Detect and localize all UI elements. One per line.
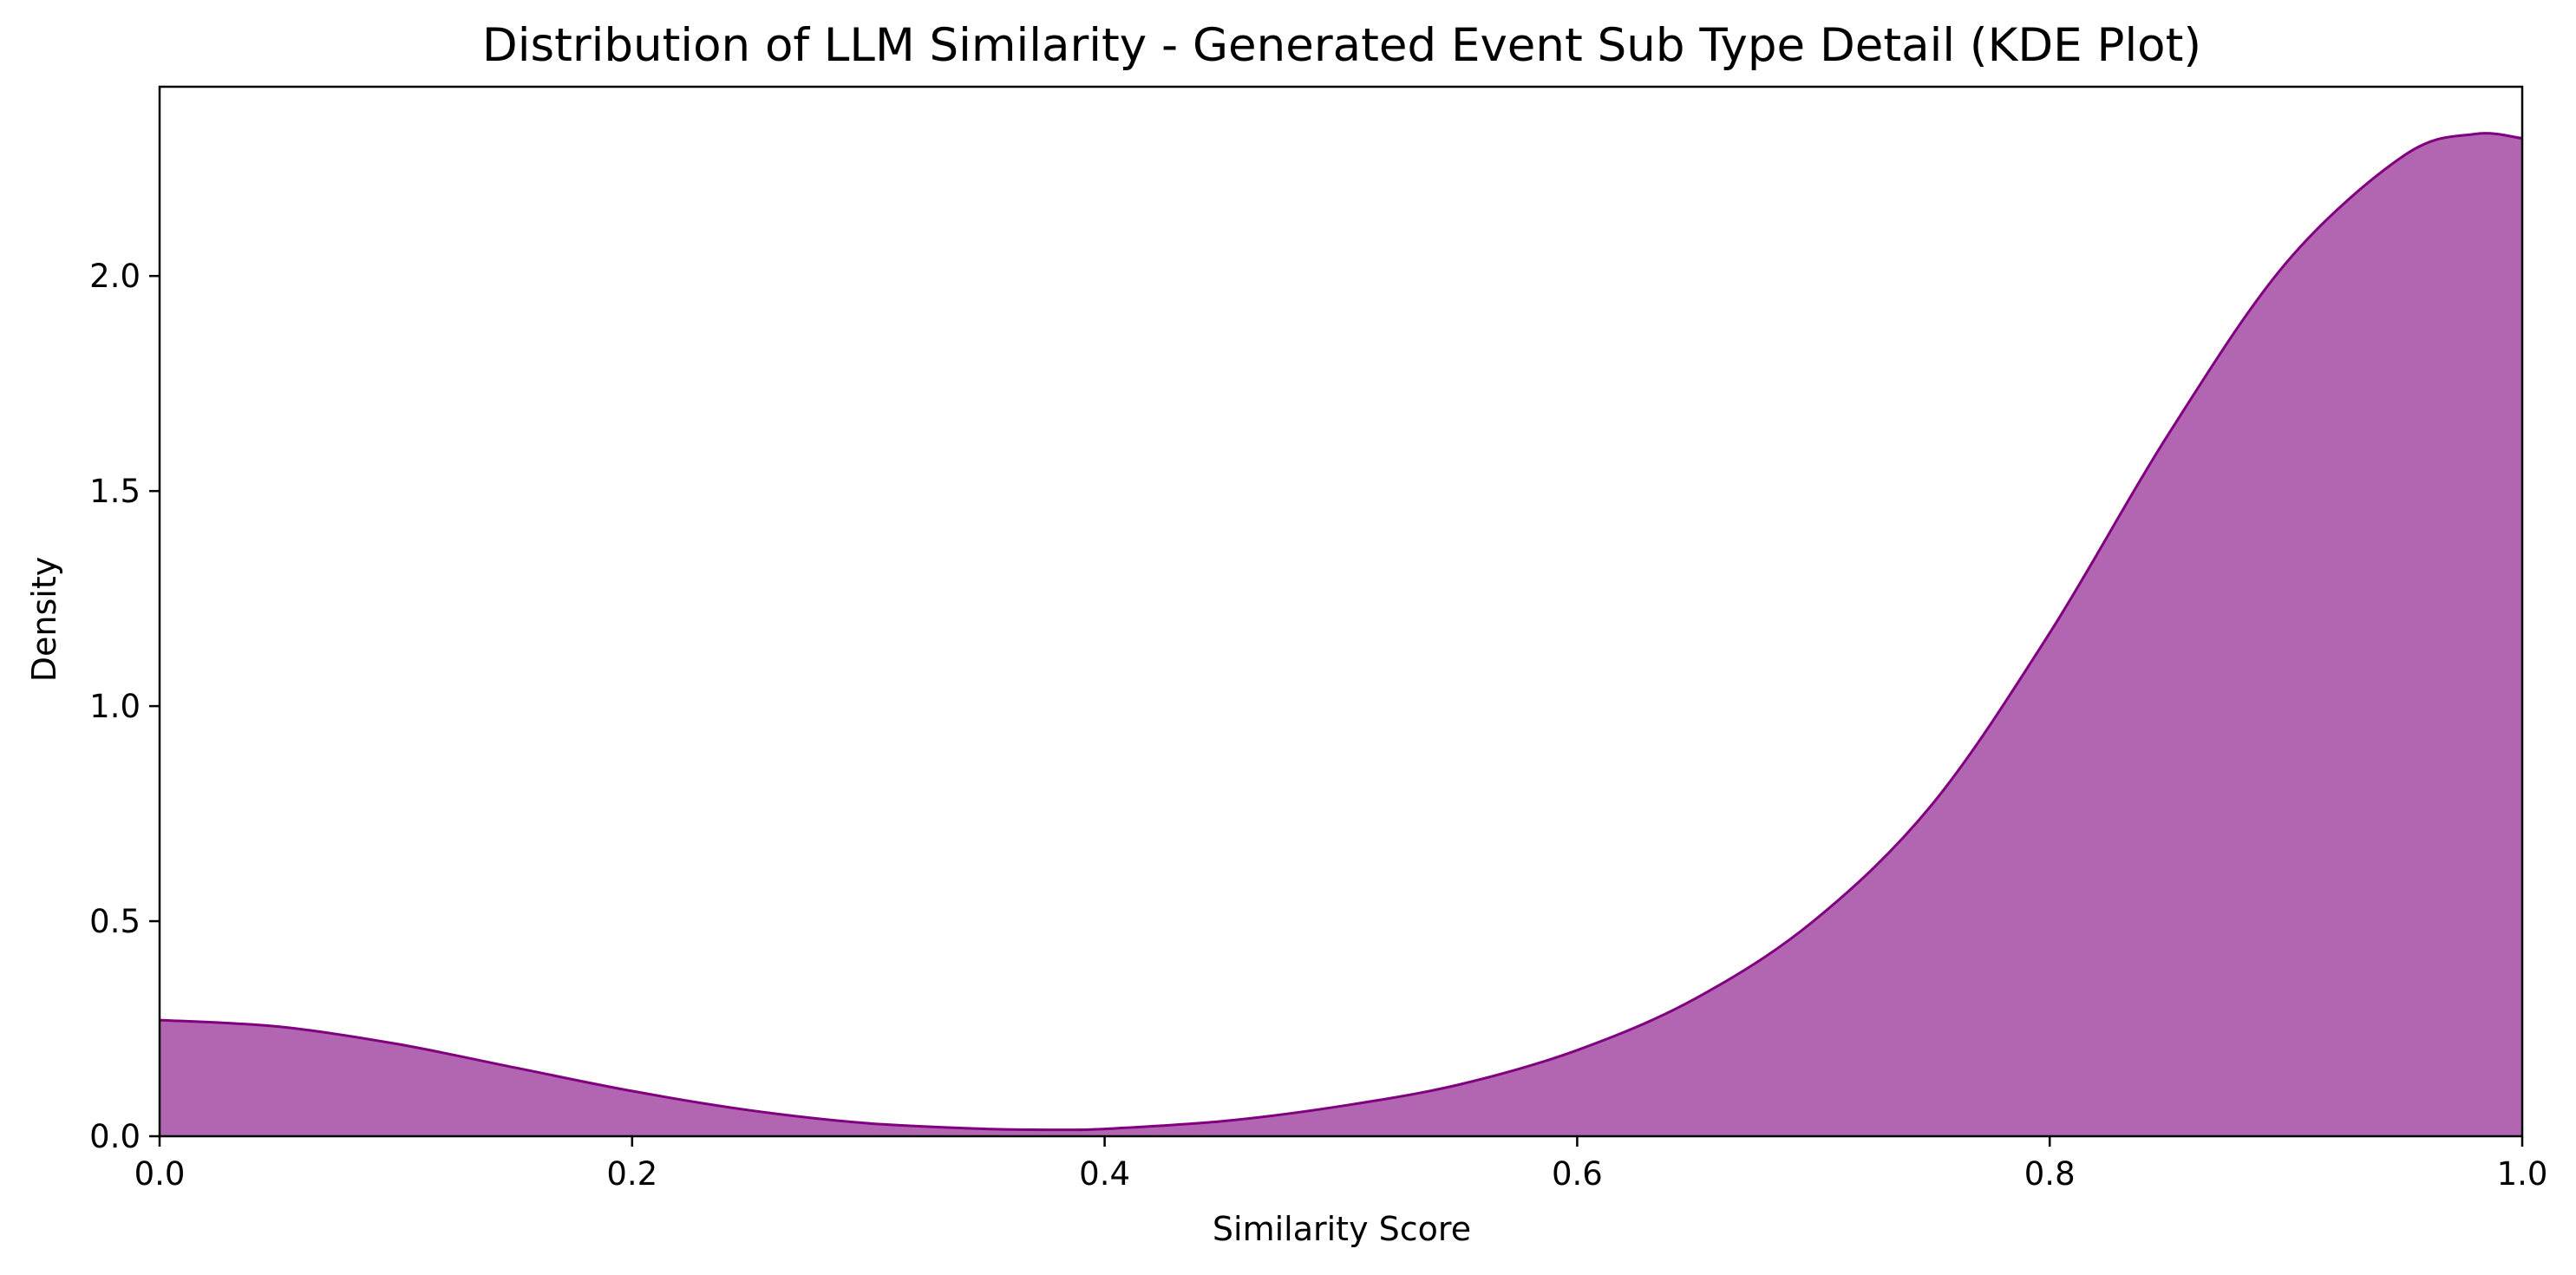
y-axis: 0.0 0.5 1.0 1.5 2.0 (89, 258, 160, 1155)
y-axis-label: Density (25, 557, 63, 682)
x-tick-label: 0.4 (1079, 1155, 1130, 1193)
x-axis: 0.0 0.2 0.4 0.6 0.8 1.0 (134, 1136, 2548, 1193)
chart-title: Distribution of LLM Similarity - Generat… (482, 19, 2201, 72)
plot-area (158, 85, 2524, 1138)
y-tick-label: 1.5 (89, 473, 141, 510)
kde-area-fill (160, 133, 2522, 1136)
x-tick-label: 0.2 (606, 1155, 657, 1193)
y-tick-label: 0.0 (89, 1118, 141, 1155)
x-tick-label: 1.0 (2497, 1155, 2548, 1193)
x-tick-label: 0.0 (134, 1155, 186, 1193)
y-tick-label: 0.5 (89, 903, 141, 940)
x-axis-label: Similarity Score (1213, 1210, 1471, 1248)
x-tick-label: 0.8 (2024, 1155, 2076, 1193)
x-tick-label: 0.6 (1552, 1155, 1603, 1193)
kde-curve-line (159, 132, 2523, 1132)
axes-frame (158, 85, 2524, 1138)
y-tick-label: 2.0 (89, 258, 141, 295)
y-tick-label: 1.0 (89, 688, 141, 725)
